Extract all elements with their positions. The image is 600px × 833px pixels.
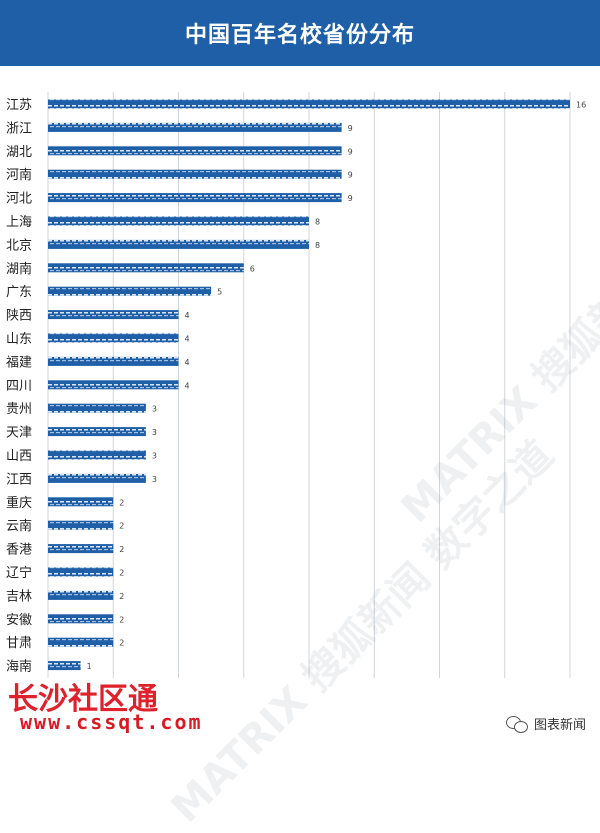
bar — [48, 497, 114, 507]
category-label: 海南 — [6, 659, 32, 675]
value-label: 16 — [576, 101, 586, 110]
bar — [48, 614, 114, 624]
value-label: 2 — [119, 639, 124, 648]
category-label: 广东 — [6, 285, 32, 300]
bar-chart: 0246810121416江苏16浙江9湖北9河南9河北9上海8北京8湖南6广东… — [6, 92, 586, 678]
category-label: 香港 — [6, 543, 32, 558]
bar — [48, 380, 179, 390]
bar — [48, 520, 114, 530]
bar — [48, 263, 244, 273]
chart-header: 中国百年名校省份分布 — [0, 0, 600, 66]
value-label: 2 — [119, 569, 124, 578]
category-label: 天津 — [6, 426, 32, 441]
category-label: 山东 — [6, 332, 32, 347]
category-label: 吉林 — [6, 589, 32, 604]
category-label: 湖南 — [6, 261, 32, 277]
value-label: 8 — [315, 241, 320, 250]
bar — [48, 99, 570, 109]
bar — [48, 122, 342, 132]
value-label: 5 — [217, 288, 222, 297]
value-label: 2 — [119, 615, 124, 624]
value-label: 9 — [348, 147, 353, 156]
bar — [48, 310, 179, 320]
value-label: 4 — [185, 335, 190, 344]
value-label: 9 — [348, 194, 353, 203]
category-label: 陕西 — [6, 309, 32, 324]
category-label: 上海 — [6, 215, 32, 230]
value-label: 3 — [152, 405, 157, 414]
bar — [48, 590, 114, 600]
category-label: 四川 — [6, 379, 32, 394]
bar — [48, 567, 114, 577]
brand-url[interactable]: www.cssqt.com — [20, 710, 203, 734]
category-label: 云南 — [6, 518, 32, 534]
category-label: 北京 — [6, 238, 32, 253]
gridlines — [47, 92, 571, 678]
labels: 0246810121416江苏16浙江9湖北9河南9河北9上海8北京8湖南6广东… — [6, 97, 586, 675]
bar — [48, 286, 212, 296]
value-label: 9 — [348, 171, 353, 180]
bar — [48, 193, 342, 203]
bar — [48, 239, 309, 249]
value-label: 1 — [87, 662, 92, 671]
category-label: 江西 — [6, 472, 32, 487]
value-label: 3 — [152, 452, 157, 461]
value-label: 3 — [152, 475, 157, 484]
category-label: 江苏 — [6, 97, 32, 113]
category-label: 甘肃 — [6, 636, 32, 651]
category-label: 重庆 — [6, 495, 32, 511]
category-label: 河北 — [6, 192, 32, 207]
value-label: 6 — [250, 264, 255, 273]
bar — [48, 333, 179, 343]
value-label: 4 — [185, 381, 190, 390]
category-label: 浙江 — [6, 121, 32, 136]
category-label: 山西 — [6, 449, 32, 464]
brand-logo: 长沙社区通 — [8, 682, 158, 717]
value-label: 2 — [119, 498, 124, 507]
bars — [48, 99, 570, 671]
category-label: 湖北 — [6, 145, 32, 160]
bar — [48, 450, 146, 460]
source-credit: 图表新闻 — [505, 714, 586, 733]
category-label: 贵州 — [6, 402, 32, 417]
value-label: 4 — [185, 358, 190, 367]
bar — [48, 216, 309, 226]
bar — [48, 473, 146, 483]
bar — [48, 403, 146, 413]
bar — [48, 169, 342, 179]
value-label: 8 — [315, 218, 320, 227]
wechat-icon — [505, 715, 528, 733]
value-label: 9 — [348, 124, 353, 133]
bar — [48, 146, 342, 156]
bar — [48, 637, 114, 647]
bar — [48, 427, 146, 437]
category-label: 安徽 — [6, 613, 32, 628]
category-label: 河南 — [6, 167, 32, 183]
bar — [48, 661, 81, 671]
value-label: 3 — [152, 428, 157, 437]
value-label: 2 — [119, 522, 124, 531]
bar — [48, 544, 114, 554]
category-label: 福建 — [6, 355, 32, 370]
category-label: 辽宁 — [6, 565, 32, 581]
value-label: 4 — [185, 311, 190, 320]
value-label: 2 — [119, 545, 124, 554]
bar — [48, 356, 179, 366]
source-label: 图表新闻 — [533, 718, 586, 733]
chart-title: 中国百年名校省份分布 — [184, 23, 415, 48]
value-label: 2 — [119, 592, 124, 601]
